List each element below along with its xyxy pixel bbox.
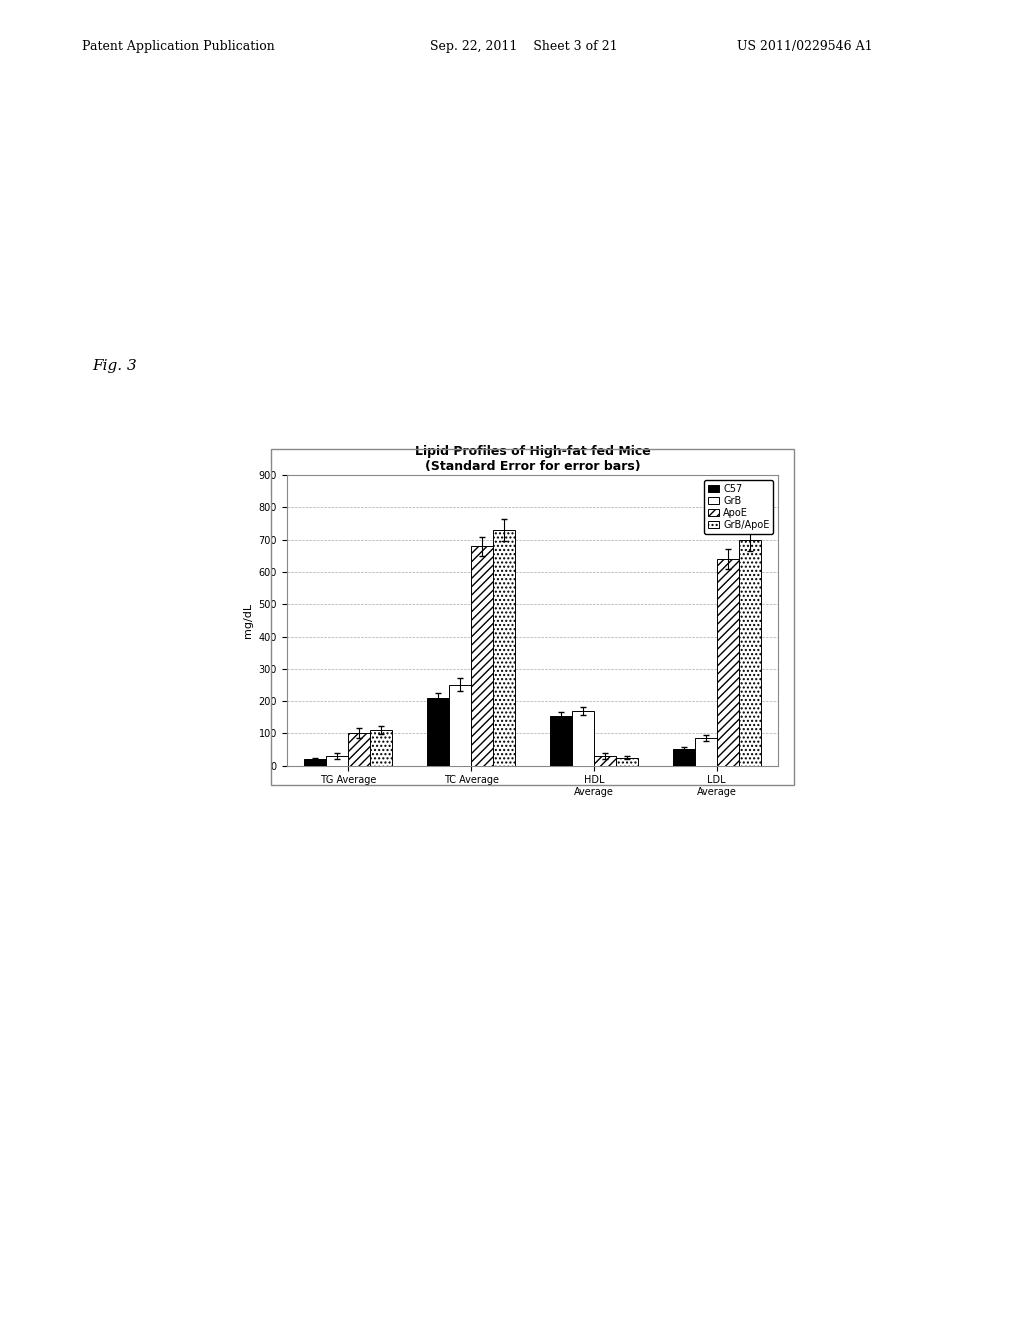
Bar — [371, 730, 392, 766]
Bar — [427, 698, 449, 766]
Legend: C57, GrB, ApoE, GrB/ApoE: C57, GrB, ApoE, GrB/ApoE — [703, 480, 773, 533]
Text: Patent Application Publication: Patent Application Publication — [82, 40, 274, 53]
Title: Lipid Profiles of High-fat fed Mice
(Standard Error for error bars): Lipid Profiles of High-fat fed Mice (Sta… — [415, 445, 650, 473]
Bar — [304, 759, 326, 766]
Bar — [694, 738, 717, 766]
Bar — [717, 560, 739, 766]
Bar — [616, 758, 638, 766]
Bar — [673, 750, 694, 766]
Bar — [471, 546, 494, 766]
Text: Sep. 22, 2011    Sheet 3 of 21: Sep. 22, 2011 Sheet 3 of 21 — [430, 40, 617, 53]
Bar — [449, 685, 471, 766]
Bar — [594, 756, 616, 766]
Bar — [550, 715, 571, 766]
Bar — [494, 531, 515, 766]
Bar — [326, 756, 348, 766]
Bar — [571, 710, 594, 766]
Bar — [739, 540, 761, 766]
Bar — [348, 734, 371, 766]
Text: US 2011/0229546 A1: US 2011/0229546 A1 — [737, 40, 872, 53]
Text: Fig. 3: Fig. 3 — [92, 359, 137, 372]
Y-axis label: mg/dL: mg/dL — [243, 603, 253, 638]
